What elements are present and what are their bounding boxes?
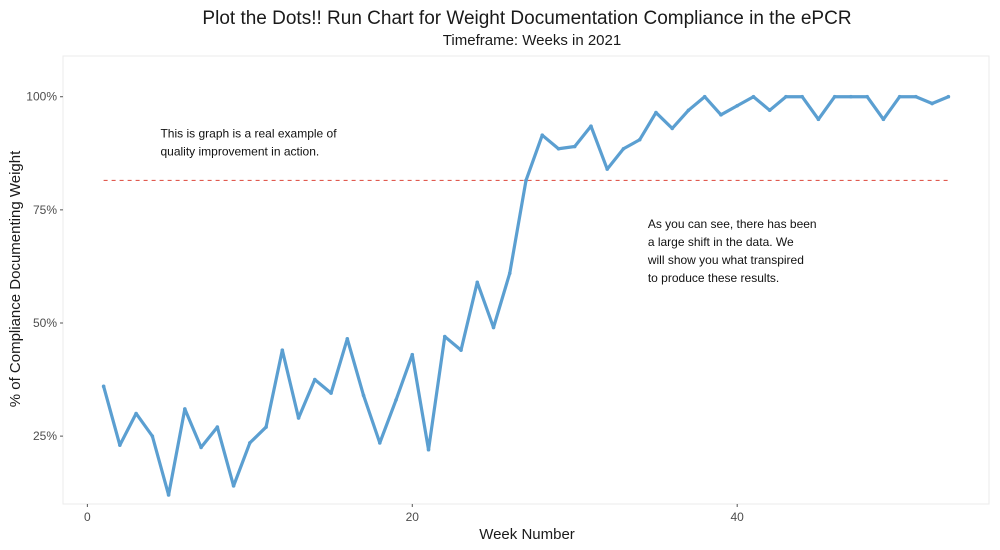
data-point: [394, 398, 398, 402]
annotation-line: This is graph is a real example of: [160, 126, 337, 140]
data-point: [784, 94, 788, 99]
annotation-line: quality improvement in action.: [160, 144, 319, 158]
data-point: [767, 108, 772, 113]
data-point: [670, 126, 675, 131]
data-point: [654, 110, 658, 115]
data-point: [589, 124, 593, 128]
data-point: [101, 384, 106, 389]
data-point: [313, 377, 317, 382]
x-tick-label: 40: [731, 510, 745, 524]
y-tick-label: 50%: [33, 316, 57, 330]
data-point: [540, 133, 545, 137]
data-point: [426, 447, 431, 452]
data-point: [507, 271, 512, 276]
data-point: [231, 484, 236, 488]
data-point: [751, 94, 756, 99]
x-axis-ticks: 0 20 40: [84, 504, 744, 524]
data-point: [930, 101, 934, 106]
data-point: [264, 425, 268, 429]
data-point: [865, 94, 869, 99]
data-point: [183, 407, 187, 411]
y-axis-title: % of Compliance Documenting Weight: [7, 150, 24, 407]
data-point: [150, 434, 155, 438]
annotation-1: This is graph is a real example of qualit…: [160, 126, 337, 158]
annotation-line: As you can see, there has been: [648, 217, 817, 231]
data-point: [329, 391, 333, 395]
y-axis-ticks: 25% 50% 75% 100%: [26, 90, 63, 443]
data-point: [719, 113, 723, 117]
data-point: [556, 146, 561, 151]
series-group: [101, 94, 951, 497]
data-point: [914, 94, 918, 99]
data-point: [637, 137, 642, 142]
data-point: [491, 325, 496, 330]
data-point: [702, 94, 707, 99]
data-point: [296, 416, 301, 420]
x-tick-label: 20: [406, 510, 420, 524]
data-point: [215, 425, 220, 429]
annotation-line: will show you what transpired: [647, 253, 804, 267]
data-point: [946, 94, 951, 99]
data-point: [849, 94, 853, 99]
data-point: [361, 393, 366, 398]
chart-subtitle: Timeframe: Weeks in 2021: [443, 32, 621, 49]
data-point: [686, 108, 691, 113]
data-point: [832, 94, 837, 99]
data-point: [459, 348, 463, 352]
data-point: [134, 411, 138, 416]
data-point: [800, 94, 804, 99]
data-point: [881, 117, 886, 122]
data-point: [605, 167, 610, 171]
plot-panel: [62, 55, 990, 505]
data-point: [572, 144, 577, 149]
data-point: [118, 443, 122, 447]
data-point: [280, 348, 285, 352]
data-point: [248, 441, 252, 445]
data-point: [621, 146, 626, 151]
annotation-line: to produce these results.: [648, 271, 779, 285]
y-tick-label: 75%: [33, 203, 57, 217]
data-point: [377, 441, 382, 445]
data-point: [897, 94, 902, 99]
data-point: [442, 334, 447, 339]
data-point: [524, 178, 528, 183]
data-point: [735, 103, 739, 108]
x-axis-title: Week Number: [479, 526, 575, 543]
x-tick-label: 0: [84, 510, 91, 524]
data-point: [199, 445, 203, 450]
data-point: [816, 117, 821, 122]
annotation-line: a large shift in the data. We: [648, 235, 794, 249]
y-tick-label: 25%: [33, 429, 57, 443]
data-point: [166, 493, 171, 497]
annotations: This is graph is a real example of qualit…: [160, 126, 816, 285]
data-point: [475, 280, 480, 285]
y-tick-label: 100%: [26, 90, 57, 104]
annotation-2: As you can see, there has been a large sh…: [647, 217, 817, 285]
data-point: [345, 337, 350, 341]
data-point: [410, 352, 415, 357]
chart-title: Plot the Dots!! Run Chart for Weight Doc…: [202, 8, 851, 29]
